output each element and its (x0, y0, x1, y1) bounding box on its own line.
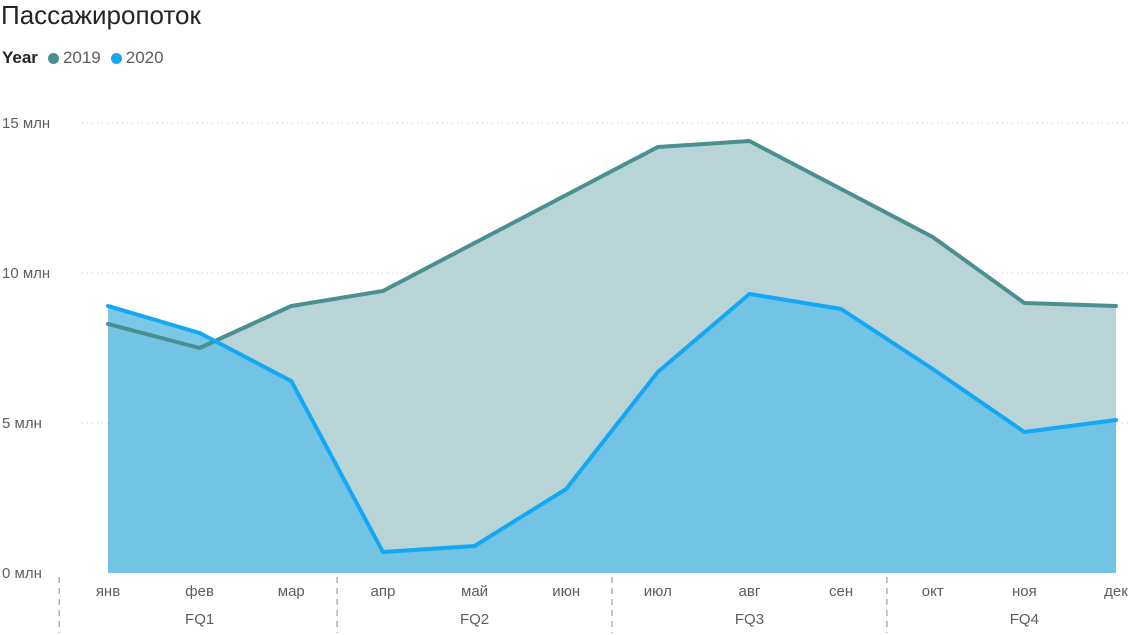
x-tick-label: фев (185, 583, 214, 600)
data-point-2020[interactable] (198, 331, 202, 335)
x-group-label: FQ3 (735, 611, 764, 628)
data-point-2020[interactable] (839, 307, 843, 311)
chart-title: Пассажиропоток (1, 0, 201, 30)
data-point-2020[interactable] (289, 379, 293, 383)
data-point-2019[interactable] (473, 241, 477, 245)
legend-item-2019[interactable]: 2019 (47, 48, 101, 68)
data-point-2020[interactable] (564, 487, 568, 491)
data-point-2020[interactable] (473, 544, 477, 548)
data-point-2019[interactable] (564, 193, 568, 197)
data-point-2019[interactable] (656, 145, 660, 149)
data-point-2019[interactable] (106, 322, 110, 326)
x-group-label: FQ4 (1010, 611, 1039, 628)
data-point-2019[interactable] (839, 187, 843, 191)
legend-title: Year (2, 48, 38, 67)
data-point-2020[interactable] (1022, 430, 1026, 434)
x-tick-label: ноя (1012, 583, 1037, 600)
series-line-2019[interactable] (106, 139, 1118, 350)
x-tick-label: дек (1104, 583, 1128, 600)
data-point-2020[interactable] (1114, 418, 1118, 422)
x-tick-label: янв (96, 583, 120, 600)
data-point-2019[interactable] (747, 139, 751, 143)
data-point-2020[interactable] (106, 304, 110, 308)
legend-marker-2019 (47, 52, 59, 64)
data-point-2019[interactable] (381, 289, 385, 293)
x-group-label: FQ2 (460, 611, 489, 628)
legend: Year 2019 2020 (2, 48, 168, 68)
data-point-2020[interactable] (381, 550, 385, 554)
series-line-2020[interactable] (106, 292, 1118, 554)
data-point-2019[interactable] (1022, 301, 1026, 305)
y-tick-label: 15 млн (2, 115, 50, 132)
x-tick-label: июл (644, 583, 672, 600)
x-tick-label: авг (739, 583, 761, 600)
x-tick-label: апр (371, 583, 396, 600)
data-point-2019[interactable] (931, 235, 935, 239)
data-point-2019[interactable] (198, 346, 202, 350)
y-tick-label: 0 млн (2, 565, 42, 582)
y-tick-label: 5 млн (2, 415, 42, 432)
data-point-2019[interactable] (289, 304, 293, 308)
data-point-2020[interactable] (931, 367, 935, 371)
y-tick-label: 10 млн (2, 265, 50, 282)
x-group-label: FQ1 (185, 611, 214, 628)
data-point-2019[interactable] (1114, 304, 1118, 308)
data-point-2020[interactable] (747, 292, 751, 296)
legend-marker-2020 (110, 52, 122, 64)
x-tick-label: май (461, 583, 488, 600)
legend-label-2020: 2020 (125, 48, 164, 67)
legend-item-2020[interactable]: 2020 (110, 48, 164, 68)
x-tick-label: июн (552, 583, 580, 600)
x-tick-label: окт (922, 583, 944, 600)
data-point-2020[interactable] (656, 370, 660, 374)
x-tick-label: мар (278, 583, 305, 600)
x-tick-label: сен (829, 583, 853, 600)
legend-label-2019: 2019 (62, 48, 101, 67)
